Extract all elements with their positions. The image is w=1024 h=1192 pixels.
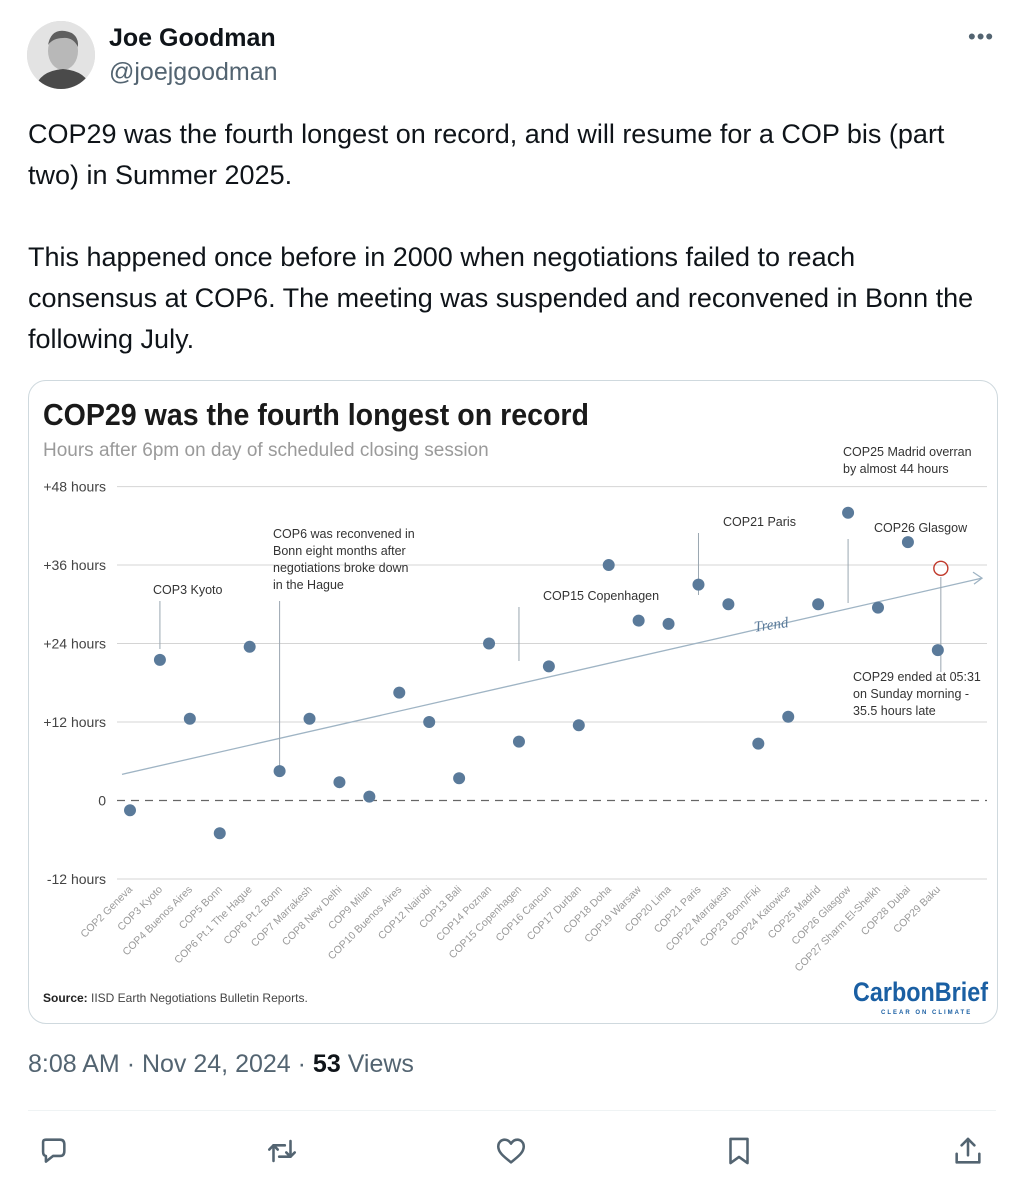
annotation-text: COP15 Copenhagen — [543, 589, 659, 603]
meta-separator: · — [126, 1050, 136, 1078]
annotation-text: in the Hague — [273, 578, 344, 592]
data-point — [423, 716, 436, 729]
source-label: Source: — [43, 991, 88, 1005]
data-point — [572, 719, 585, 732]
avatar[interactable] — [27, 21, 95, 89]
share-icon — [955, 1137, 981, 1164]
data-point — [243, 640, 256, 653]
reply-icon — [41, 1138, 66, 1163]
data-point — [303, 712, 316, 725]
author-name[interactable]: Joe Goodman — [109, 24, 276, 52]
highlight-point — [933, 560, 949, 577]
data-point — [632, 614, 645, 627]
data-point — [692, 578, 705, 591]
tweet-time[interactable]: 8:08 AM — [28, 1050, 120, 1078]
y-tick-label: 0 — [98, 793, 106, 809]
trend-arrowhead — [972, 571, 984, 585]
data-point — [363, 790, 376, 803]
data-point — [153, 653, 166, 666]
data-point — [542, 660, 555, 673]
avatar-photo — [27, 21, 95, 89]
more-icon[interactable]: ••• — [968, 24, 995, 49]
data-point — [453, 772, 466, 785]
y-tick-label: +48 hours — [43, 479, 106, 495]
chart-subtitle: Hours after 6pm on day of scheduled clos… — [43, 440, 489, 461]
data-point — [872, 601, 884, 614]
views-count: 53 — [312, 1050, 341, 1078]
meta-separator: · — [297, 1050, 306, 1078]
trend-line — [121, 577, 983, 775]
data-point — [213, 827, 226, 840]
retweet-icon — [267, 1139, 297, 1163]
carbonbrief-tagline: CLEAR ON CLIMATE — [881, 1010, 972, 1016]
y-tick-label: -12 hours — [47, 871, 106, 887]
data-point — [782, 710, 795, 723]
data-point — [393, 686, 406, 699]
data-point — [602, 559, 615, 572]
like-icon — [496, 1138, 526, 1164]
annotation-text: COP3 Kyoto — [153, 583, 223, 597]
trend-label: Trend — [753, 615, 790, 636]
data-point — [752, 737, 765, 750]
y-tick-label: +12 hours — [43, 714, 106, 730]
data-point — [842, 506, 855, 519]
chart-card[interactable]: COP29 was the fourth longest on record H… — [28, 380, 998, 1024]
annotation-text: on Sunday morning - — [853, 687, 969, 701]
share-button[interactable] — [951, 1134, 991, 1174]
data-point — [183, 712, 196, 725]
tweet-date[interactable]: Nov 24, 2024 — [141, 1050, 291, 1078]
annotation-text: 35.5 hours late — [853, 704, 936, 718]
carbonbrief-logo: CarbonBrief — [853, 977, 989, 1007]
tweet-meta: 8:08 AM · Nov 24, 2024 · 53 Views — [28, 1050, 414, 1079]
data-point — [662, 617, 675, 630]
annotation-text: COP29 ended at 05:31 — [853, 670, 981, 684]
annotation-text: Bonn eight months after — [273, 544, 406, 558]
bookmark-icon — [729, 1137, 749, 1165]
x-tick-label: COP2 Geneva — [78, 884, 135, 941]
data-point — [722, 598, 735, 611]
annotation-text: COP25 Madrid overran — [843, 445, 972, 459]
tweet-text: COP29 was the fourth longest on record, … — [28, 119, 974, 354]
y-tick-label: +24 hours — [43, 636, 106, 652]
retweet-button[interactable] — [265, 1134, 305, 1174]
like-button[interactable] — [494, 1134, 534, 1174]
divider — [28, 1110, 996, 1111]
annotation-text: by almost 44 hours — [843, 462, 949, 476]
author-handle[interactable]: @joejgoodman — [109, 58, 278, 86]
annotation-text: COP21 Paris — [723, 515, 796, 529]
y-tick-label: +36 hours — [43, 557, 106, 573]
data-point — [512, 735, 525, 748]
data-point — [901, 536, 914, 549]
data-point — [483, 637, 496, 650]
chart-svg: COP29 was the fourth longest on record H… — [43, 397, 989, 1016]
annotation-text: COP26 Glasgow — [874, 521, 968, 535]
data-point — [124, 804, 136, 817]
reply-button[interactable] — [36, 1134, 76, 1174]
chart-title: COP29 was the fourth longest on record — [43, 397, 589, 432]
data-point — [273, 765, 286, 778]
bookmark-button[interactable] — [722, 1134, 762, 1174]
annotation-text: negotiations broke down — [273, 561, 409, 575]
views-label: Views — [347, 1050, 414, 1078]
source-text: IISD Earth Negotiations Bulletin Reports… — [91, 991, 308, 1005]
data-point — [812, 598, 825, 611]
data-point — [931, 644, 944, 657]
data-point — [333, 776, 346, 789]
annotation-text: COP6 was reconvened in — [273, 527, 415, 541]
